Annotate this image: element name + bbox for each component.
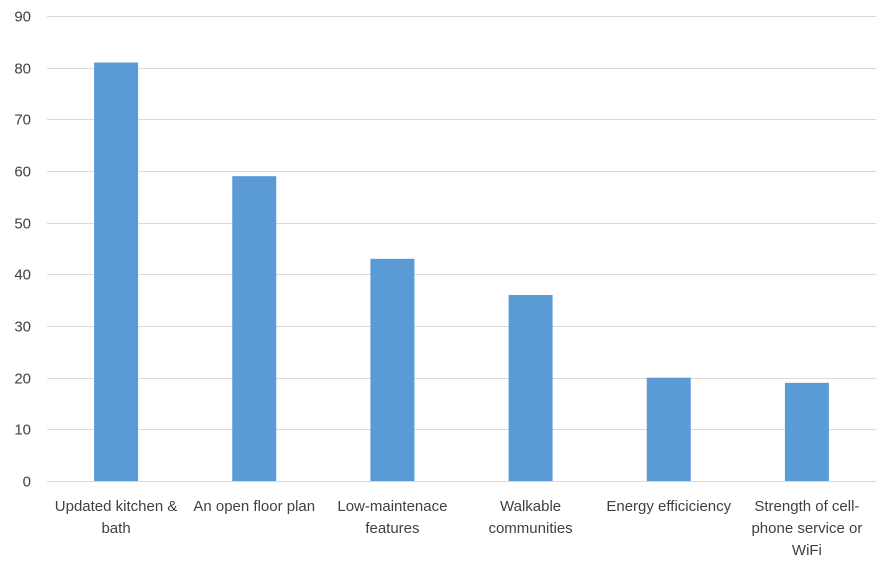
gridlines (47, 16, 876, 482)
bar (232, 176, 277, 481)
y-axis-tick-labels: 0 10 20 30 40 50 60 70 80 90 (14, 9, 31, 491)
y-tick-label: 70 (14, 112, 31, 129)
bar (508, 295, 553, 481)
x-category-label: An open floor plan (193, 498, 315, 515)
y-tick-label: 40 (14, 267, 31, 284)
y-tick-label: 30 (14, 319, 31, 336)
bar (94, 62, 139, 481)
y-tick-label: 20 (14, 371, 31, 388)
y-tick-label: 50 (14, 216, 31, 233)
x-category-label: Walkable communities (488, 498, 572, 537)
x-category-label: Low-maintenace features (337, 498, 447, 537)
x-category-label: Updated kitchen & bath (55, 498, 178, 537)
x-category-label: Strength of cell-phone service or WiFi (751, 498, 862, 559)
bar (646, 377, 691, 481)
x-axis-category-labels: Updated kitchen & bath An open floor plan L… (55, 498, 863, 559)
y-tick-label: 10 (14, 422, 31, 439)
y-tick-label: 80 (14, 61, 31, 78)
y-tick-label: 60 (14, 164, 31, 181)
bar (784, 382, 829, 481)
x-category-label: Energy efficiciency (606, 498, 731, 515)
y-tick-label: 90 (14, 9, 31, 26)
bars (94, 62, 829, 481)
bar (370, 258, 415, 481)
y-tick-label: 0 (23, 474, 31, 491)
